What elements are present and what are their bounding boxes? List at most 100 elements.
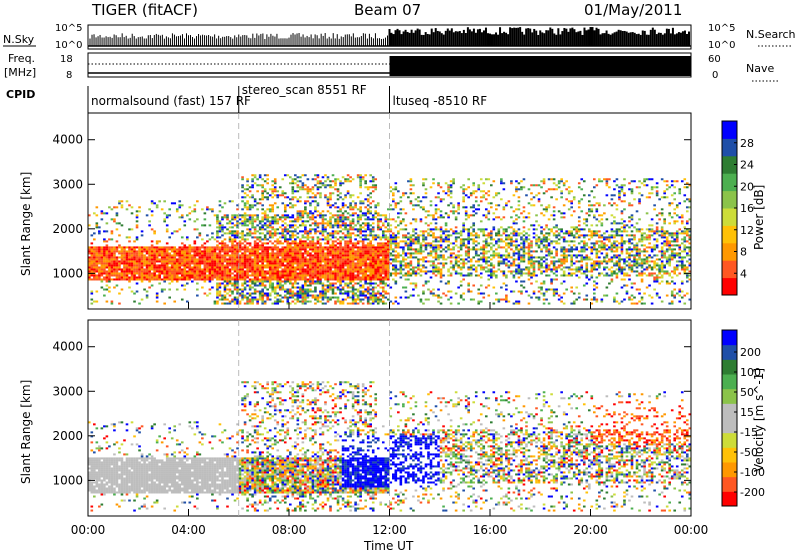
data-cell [185, 272, 189, 275]
data-cell [226, 282, 229, 285]
data-cell [321, 302, 325, 305]
data-cell [120, 248, 124, 251]
data-cell [409, 248, 413, 251]
data-cell [243, 196, 247, 199]
data-cell [361, 244, 365, 247]
data-cell [479, 178, 483, 181]
data-cell [231, 200, 234, 203]
data-cell [278, 252, 282, 255]
data-cell [281, 288, 285, 291]
data-cell [477, 186, 481, 189]
data-cell [266, 270, 269, 273]
data-cell [253, 244, 257, 247]
data-cell [341, 292, 345, 295]
data-cell [437, 262, 440, 265]
data-cell [469, 232, 473, 235]
data-cell [256, 268, 259, 271]
data-cell [369, 280, 372, 283]
data-cell [281, 220, 285, 223]
data-cell [258, 236, 262, 239]
data-cell [236, 264, 239, 267]
data-cell [341, 274, 345, 277]
data-cell [266, 226, 269, 229]
data-cell [379, 214, 383, 217]
data-cell [331, 224, 335, 227]
data-cell [374, 286, 378, 289]
data-cell [316, 300, 320, 303]
data-cell [490, 230, 493, 233]
data-cell [326, 260, 330, 263]
data-cell [319, 182, 322, 185]
data-cell [268, 270, 272, 273]
data-cell [379, 258, 383, 261]
data-cell [346, 278, 350, 281]
data-cell [216, 290, 219, 293]
data-cell [165, 270, 169, 273]
data-cell [281, 280, 285, 283]
data-cell [246, 184, 249, 187]
data-cell [228, 270, 232, 273]
data-cell [422, 238, 425, 241]
data-cell [148, 254, 151, 257]
data-cell [334, 282, 337, 285]
data-cell [487, 294, 491, 297]
data-cell [231, 242, 234, 245]
data-cell [248, 220, 252, 223]
data-cell [306, 252, 310, 255]
data-cell [261, 254, 264, 257]
data-cell [492, 264, 496, 267]
data-cell [266, 272, 269, 275]
data-cell [90, 264, 94, 267]
data-cell [155, 258, 159, 261]
data-cell [178, 246, 182, 249]
data-cell [271, 218, 275, 221]
data-cell [449, 260, 453, 263]
data-cell [191, 266, 194, 269]
data-cell [482, 258, 486, 261]
data-cell [228, 226, 232, 229]
data-cell [374, 258, 378, 261]
data-cell [331, 234, 335, 237]
data-cell [296, 184, 300, 187]
data-cell [316, 226, 320, 229]
data-cell [356, 276, 360, 279]
data-cell [341, 224, 345, 227]
data-cell [248, 260, 252, 263]
data-cell [316, 182, 320, 185]
data-cell [427, 254, 430, 257]
data-cell [95, 260, 99, 263]
data-cell [223, 268, 227, 271]
data-cell [399, 220, 403, 223]
data-cell [364, 288, 367, 291]
data-cell [389, 246, 393, 249]
data-cell [283, 276, 287, 279]
data-cell [369, 288, 372, 291]
data-cell [366, 270, 370, 273]
data-cell [185, 264, 189, 267]
data-cell [246, 292, 249, 295]
data-cell [492, 270, 496, 273]
data-cell [223, 290, 227, 293]
data-cell [409, 256, 413, 259]
data-cell [291, 254, 295, 257]
data-cell [334, 274, 337, 277]
data-cell [329, 232, 332, 235]
data-cell [341, 258, 345, 261]
data-cell [299, 286, 302, 289]
data-cell [256, 300, 259, 303]
data-cell [296, 260, 300, 263]
data-cell [479, 276, 483, 279]
data-cell [319, 238, 322, 241]
data-cell [346, 266, 350, 269]
data-cell [291, 284, 295, 287]
data-cell [241, 238, 244, 241]
data-cell [351, 222, 355, 225]
data-cell [289, 278, 292, 281]
data-cell [321, 182, 325, 185]
data-cell [283, 266, 287, 269]
data-cell [206, 254, 209, 257]
data-cell [130, 258, 134, 261]
data-cell [193, 262, 197, 265]
data-cell [173, 270, 177, 273]
data-cell [253, 278, 257, 281]
